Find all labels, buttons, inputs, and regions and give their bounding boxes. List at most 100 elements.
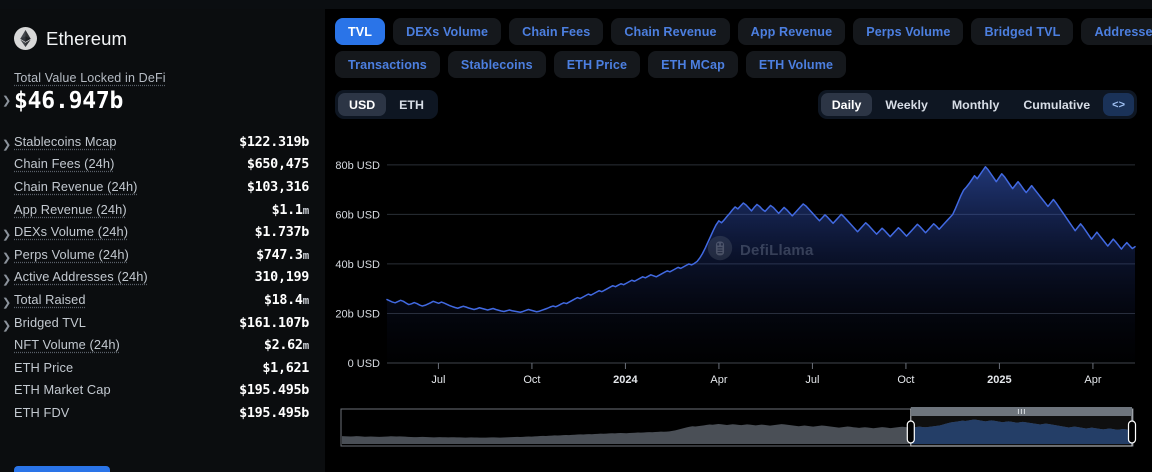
ethereum-logo-icon: [14, 27, 37, 50]
granularity-cumulative[interactable]: Cumulative: [1012, 93, 1101, 116]
x-axis-tick-label: Oct: [523, 374, 540, 386]
code-expand-icon[interactable]: <>: [1103, 93, 1134, 116]
stat-label: Chain Revenue (24h): [14, 179, 138, 194]
bottom-accent-bar: [14, 466, 110, 472]
chevron-right-icon[interactable]: ❯: [2, 138, 11, 151]
metric-tab-tvl[interactable]: TVL: [335, 18, 385, 45]
brush-grip-line: [1024, 409, 1025, 414]
top-strip: [0, 0, 1152, 9]
stat-value: $2.62m: [264, 338, 309, 353]
granularity-daily[interactable]: Daily: [821, 93, 873, 116]
denomination-eth[interactable]: ETH: [388, 93, 435, 116]
defillama-chain-page: Ethereum Total Value Locked in DeFi ❯ $4…: [0, 0, 1152, 472]
stat-row[interactable]: ❯ Bridged TVL $161.107b: [14, 315, 309, 338]
stat-row[interactable]: ❯ DEXs Volume (24h) $1.737b: [14, 224, 309, 247]
denomination-toggle: USD ETH: [335, 90, 438, 119]
y-axis-tick-label: 0 USD: [348, 358, 380, 370]
chart-controls: USD ETH Daily Weekly Monthly Cumulative <>: [335, 90, 1139, 119]
stat-value: $1,621: [262, 361, 309, 376]
chevron-right-icon[interactable]: ❯: [2, 296, 11, 309]
x-axis-tick-label: 2024: [613, 374, 638, 386]
chain-name: Ethereum: [46, 28, 127, 50]
tvl-value: $46.947b: [14, 88, 123, 114]
chevron-right-icon[interactable]: ❯: [2, 228, 11, 241]
metric-tab-addresses[interactable]: Addresses: [1081, 18, 1152, 45]
denomination-usd[interactable]: USD: [338, 93, 386, 116]
stat-value: $195.495b: [239, 406, 309, 421]
granularity-toggle: Daily Weekly Monthly Cumulative <>: [818, 90, 1137, 119]
metric-tab-perps-volume[interactable]: Perps Volume: [853, 18, 963, 45]
tvl-chart-svg[interactable]: 0 USD 20b USD 40b USD 60b USD 80b USD Jul Oct…: [335, 131, 1139, 399]
stat-value: $747.3m: [256, 248, 309, 263]
stat-value: $1.1m: [272, 203, 309, 218]
stat-value: $18.4m: [264, 293, 309, 308]
chart-range-brush[interactable]: [335, 405, 1139, 448]
x-axis-tick-label: Oct: [897, 374, 914, 386]
chain-stats-sidebar: Ethereum Total Value Locked in DeFi ❯ $4…: [0, 9, 325, 472]
stat-list: ❯ Stablecoins Mcap $122.319b Chain Fees (24…: [14, 134, 309, 428]
granularity-weekly[interactable]: Weekly: [874, 93, 938, 116]
metric-tab-eth-mcap[interactable]: ETH MCap: [648, 51, 738, 78]
chain-header: Ethereum: [14, 27, 309, 50]
stat-label: ETH FDV: [14, 405, 69, 420]
stat-label: Stablecoins Mcap: [14, 134, 117, 149]
y-axis-tick-label: 20b USD: [335, 308, 380, 320]
brush-grip-line: [1021, 409, 1022, 414]
y-axis-tick-label: 40b USD: [335, 259, 380, 271]
chevron-right-icon[interactable]: ❯: [2, 273, 11, 286]
metric-tab-stablecoins[interactable]: Stablecoins: [448, 51, 546, 78]
x-axis-tick-label: 2025: [987, 374, 1011, 386]
tvl-label: Total Value Locked in DeFi: [14, 71, 309, 85]
chevron-right-icon[interactable]: ❯: [2, 251, 11, 264]
y-axis-tick-label: 60b USD: [335, 209, 380, 221]
stat-row[interactable]: App Revenue (24h) $1.1m: [14, 202, 309, 225]
metric-tabs: TVL DEXs Volume Chain Fees Chain Revenue App…: [335, 18, 1139, 78]
x-axis-tick-label: Jul: [431, 374, 445, 386]
metric-tabs-row-1: TVL DEXs Volume Chain Fees Chain Revenue App…: [335, 18, 1139, 45]
stat-value: $650,475: [247, 157, 309, 172]
tvl-value-row: ❯ $46.947b: [14, 87, 309, 116]
stat-row[interactable]: NFT Volume (24h) $2.62m: [14, 337, 309, 360]
stat-value: 310,199: [255, 270, 309, 285]
stat-row[interactable]: ❯ Total Raised $18.4m: [14, 292, 309, 315]
stat-value: $122.319b: [239, 135, 309, 150]
tvl-chart: 0 USD 20b USD 40b USD 60b USD 80b USD Jul Oct…: [335, 131, 1139, 399]
stat-label: Total Raised: [14, 292, 86, 307]
stat-row[interactable]: ETH FDV $195.495b: [14, 405, 309, 428]
chevron-right-icon[interactable]: ❯: [2, 319, 11, 332]
metric-tab-bridged-tvl[interactable]: Bridged TVL: [971, 18, 1073, 45]
stat-label: DEXs Volume (24h): [14, 224, 128, 239]
metric-tabs-row-2: Transactions Stablecoins ETH Price ETH MCap…: [335, 51, 1139, 78]
metric-tab-chain-fees[interactable]: Chain Fees: [509, 18, 603, 45]
stat-row[interactable]: ❯ Stablecoins Mcap $122.319b: [14, 134, 309, 157]
stat-label: App Revenue (24h): [14, 202, 127, 217]
stat-label: Active Addresses (24h): [14, 269, 148, 284]
stat-value: $161.107b: [239, 316, 309, 331]
metric-tab-eth-volume[interactable]: ETH Volume: [746, 51, 846, 78]
brush-grip-line: [1018, 409, 1019, 414]
stat-row[interactable]: ❯ Perps Volume (24h) $747.3m: [14, 247, 309, 270]
brush-handle-right[interactable]: [1129, 421, 1136, 443]
stat-row[interactable]: ❯ Active Addresses (24h) 310,199: [14, 269, 309, 292]
x-axis-tick-label: Apr: [1084, 374, 1101, 386]
brush-svg[interactable]: [335, 405, 1139, 448]
stat-label: NFT Volume (24h): [14, 337, 120, 352]
stat-label: ETH Price: [14, 360, 73, 375]
x-axis-tick-label: Jul: [805, 374, 819, 386]
x-axis-tick-label: Apr: [710, 374, 727, 386]
brush-handle-left[interactable]: [907, 421, 914, 443]
metric-tab-chain-revenue[interactable]: Chain Revenue: [611, 18, 729, 45]
stat-row[interactable]: ETH Market Cap $195.495b: [14, 382, 309, 405]
chevron-right-icon[interactable]: ❯: [2, 95, 11, 109]
stat-row[interactable]: Chain Fees (24h) $650,475: [14, 156, 309, 179]
granularity-monthly[interactable]: Monthly: [941, 93, 1011, 116]
stat-row[interactable]: Chain Revenue (24h) $103,316: [14, 179, 309, 202]
metric-tab-transactions[interactable]: Transactions: [335, 51, 440, 78]
chart-panel: TVL DEXs Volume Chain Fees Chain Revenue App…: [325, 9, 1152, 472]
stat-row[interactable]: ETH Price $1,621: [14, 360, 309, 383]
metric-tab-eth-price[interactable]: ETH Price: [554, 51, 640, 78]
metric-tab-app-revenue[interactable]: App Revenue: [738, 18, 846, 45]
stat-value: $103,316: [247, 180, 309, 195]
stat-value: $1.737b: [255, 225, 309, 240]
metric-tab-dexs-volume[interactable]: DEXs Volume: [393, 18, 501, 45]
